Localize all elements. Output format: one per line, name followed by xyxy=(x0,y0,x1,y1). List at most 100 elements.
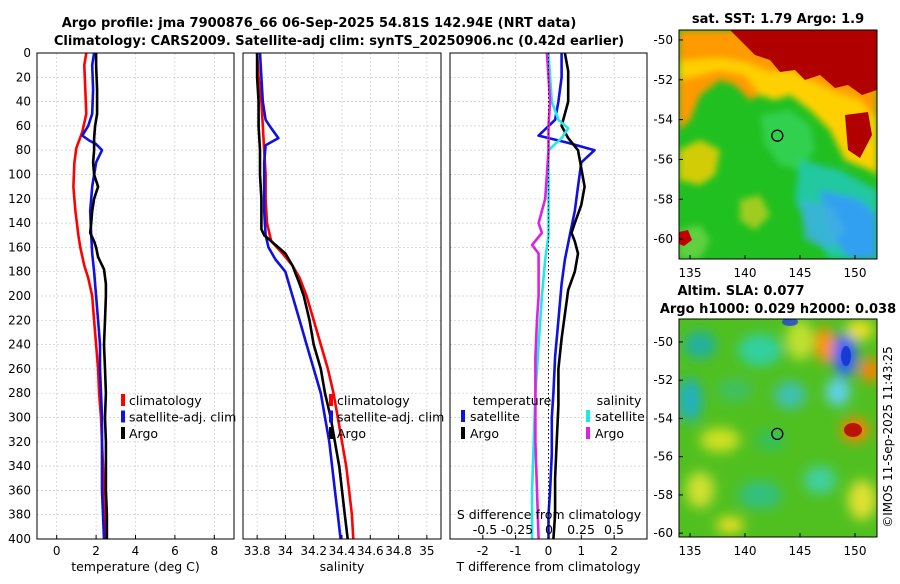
depth-tick-label: 180 xyxy=(8,265,31,279)
difference-xtick-label: 1 xyxy=(578,544,586,558)
sla-map-ytick-label: -54 xyxy=(653,411,673,425)
salinity-legend-label: Argo xyxy=(337,426,366,441)
sst-map-ytick-label: -56 xyxy=(653,152,673,166)
figure-title-line2: Climatology: CARS2009. Satellite-adj cli… xyxy=(54,34,624,49)
salinity-xtick-label: 34.4 xyxy=(329,544,356,558)
difference-xtick-label: -2 xyxy=(477,544,489,558)
sla-argo-marker xyxy=(771,427,784,441)
temperature-legend-swatch xyxy=(121,427,125,439)
sla-map-xtick-label: 150 xyxy=(844,544,867,558)
temperature-legend-swatch xyxy=(121,394,125,406)
depth-tick-label: 360 xyxy=(8,483,31,497)
sst-argo-marker xyxy=(771,129,784,142)
depth-tick-label: 200 xyxy=(8,289,31,303)
temperature-series-argo xyxy=(88,53,109,539)
depth-tick-label: 260 xyxy=(8,362,31,376)
sst-map-ytick-label: -52 xyxy=(653,73,673,87)
sst-hot-spot xyxy=(845,112,872,158)
temperature-legend-label: Argo xyxy=(129,426,158,441)
diff-legend-swatch xyxy=(586,427,590,439)
depth-tick-label: 0 xyxy=(23,46,31,60)
salinity-xtick-label: 34.2 xyxy=(300,544,327,558)
temperature-frame xyxy=(36,52,235,540)
salinity-xtick-label: 34.8 xyxy=(385,544,412,558)
sst-map-ytick-label: -58 xyxy=(653,192,673,206)
depth-tick-label: 220 xyxy=(8,313,31,327)
depth-tick-label: 300 xyxy=(8,411,31,425)
diff-legend-label: satellite xyxy=(595,409,645,424)
sla-map-frame xyxy=(678,318,878,538)
salinity-series-satellite-adj-clim xyxy=(258,52,342,540)
sla-map-ytick-label: -58 xyxy=(653,488,673,502)
profile-panels: 0 2 4 6 802040608010012014016018020022024026… xyxy=(8,46,648,574)
temperature-xtick-label: 0 xyxy=(53,544,61,558)
panel-temperature: 0 2 4 6 802040608010012014016018020022024026… xyxy=(8,46,236,574)
diff-legend-swatch xyxy=(461,410,465,422)
depth-tick-label: 120 xyxy=(8,192,31,206)
sst-map-xtick-label: 150 xyxy=(844,266,867,280)
temperature-legend-label: satellite-adj. clim xyxy=(129,410,236,425)
sst-map-ytick-label: -50 xyxy=(653,33,673,47)
diff-legend-label: Argo xyxy=(470,426,499,441)
depth-tick-label: 400 xyxy=(8,532,31,546)
sla-map-xtick-label: 135 xyxy=(679,544,702,558)
diff-top-tick-label: -0.25 xyxy=(501,522,533,537)
depth-tick-label: 320 xyxy=(8,435,31,449)
sst-map-xtick-label: 135 xyxy=(679,266,702,280)
sla-map xyxy=(679,319,877,537)
sla-map-ytick-label: -60 xyxy=(653,526,673,540)
legend-header-temperature: temperature xyxy=(473,393,552,408)
temperature-legend-label: climatology xyxy=(129,393,202,408)
diff-top-tick-label: 0.5 xyxy=(604,522,624,537)
salinity-xtick-label: 34 xyxy=(278,544,293,558)
depth-tick-label: 60 xyxy=(16,119,31,133)
sla-high-anomaly xyxy=(844,423,862,437)
sst-map-ytick-label: -54 xyxy=(653,113,673,127)
salinity-legend-swatch xyxy=(329,427,333,439)
sla-map-title-line2: Argo h1000: 0.029 h2000: 0.038 xyxy=(660,302,896,317)
sla-map-ytick-label: -52 xyxy=(653,373,673,387)
diff-legend-swatch xyxy=(461,427,465,439)
depth-tick-label: 280 xyxy=(8,386,31,400)
sst-map-ytick-label: -60 xyxy=(653,232,673,246)
salinity-legend-label: satellite-adj. clim xyxy=(337,410,444,425)
sst-map-axes: 135 140 145 150 -50 -52 -54 -56 -58 -60 xyxy=(653,33,866,280)
depth-tick-label: 40 xyxy=(16,95,31,109)
salinity-xlabel: salinity xyxy=(320,559,365,574)
panel-difference: -2 -1 0 1 2 S difference from climatology-0.5… xyxy=(449,52,648,574)
depth-tick-label: 380 xyxy=(8,508,31,522)
temperature-series-satellite-adj-clim xyxy=(81,52,106,540)
sst-map-xtick-label: 140 xyxy=(734,266,757,280)
sst-hot-corner xyxy=(679,230,692,246)
sla-map-xtick-label: 145 xyxy=(789,544,812,558)
salinity-legend-swatch xyxy=(329,410,333,423)
diff-legend-label: satellite xyxy=(470,409,520,424)
salinity-legend-label: climatology xyxy=(337,393,410,408)
sla-map-ytick-label: -50 xyxy=(653,335,673,349)
diff-legend-label: Argo xyxy=(595,426,624,441)
depth-tick-label: 240 xyxy=(8,338,31,352)
difference-xtick-label: -1 xyxy=(510,544,522,558)
diff-top-axis-label: S difference from climatology xyxy=(457,507,642,522)
diff-top-tick-label: -0.5 xyxy=(473,522,497,537)
difference-xtick-label: 2 xyxy=(610,544,618,558)
sst-map xyxy=(679,30,877,259)
panel-salinity: 33.8 34 34.2 34.4 34.6 34.8 35 climatology satel… xyxy=(242,52,444,574)
sla-low-anomaly xyxy=(841,346,851,366)
depth-tick-label: 140 xyxy=(8,216,31,230)
difference-frame xyxy=(449,52,648,540)
salinity-legend-swatch xyxy=(329,394,333,406)
temperature-legend-swatch xyxy=(121,410,125,423)
diff-legend-swatch xyxy=(586,410,590,422)
sla-map-xtick-label: 140 xyxy=(734,544,757,558)
difference-xlabel: T difference from climatology xyxy=(455,559,641,574)
salinity-frame xyxy=(242,52,442,540)
sst-map-xtick-label: 145 xyxy=(789,266,812,280)
temperature-xtick-label: 4 xyxy=(132,544,140,558)
salinity-xtick-label: 34.6 xyxy=(357,544,384,558)
salinity-series-climatology xyxy=(255,52,355,540)
sst-map-title: sat. SST: 1.79 Argo: 1.9 xyxy=(692,12,864,27)
imos-watermark: ©IMOS 11-Sep-2025 11:43:25 xyxy=(881,346,895,528)
